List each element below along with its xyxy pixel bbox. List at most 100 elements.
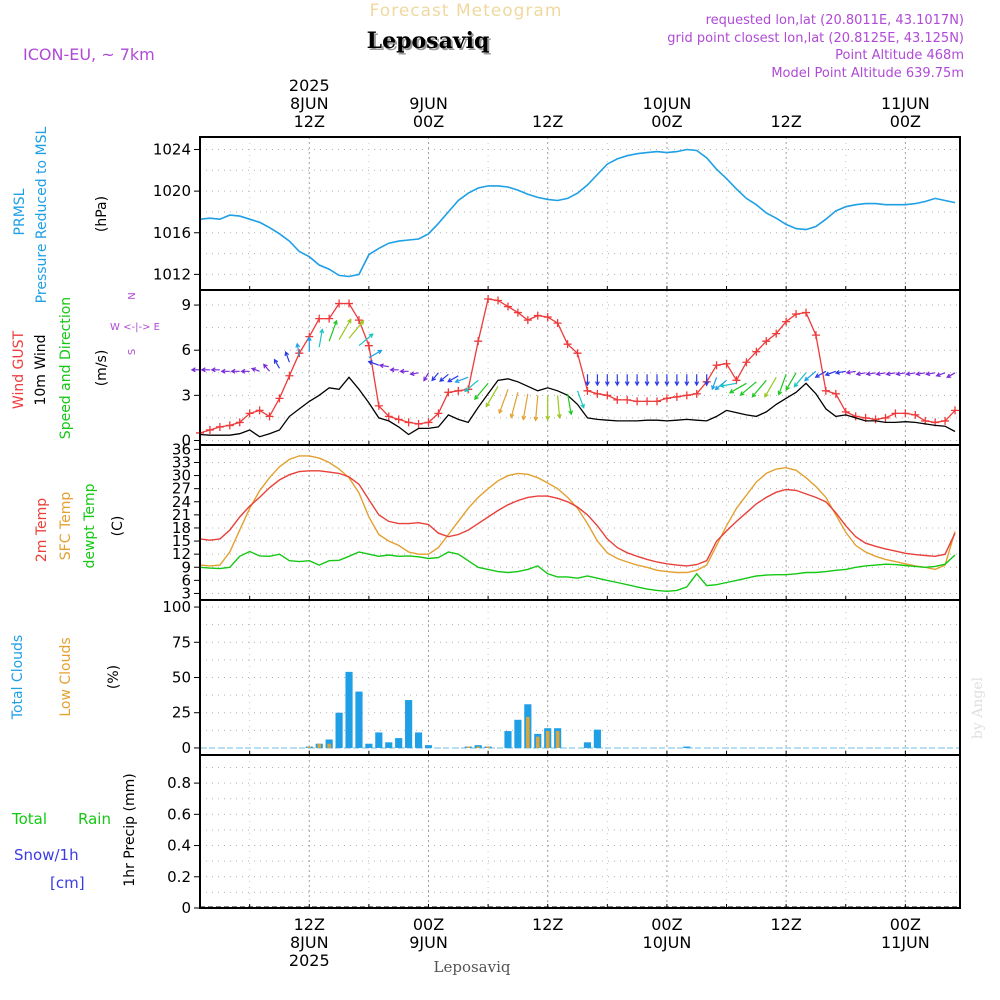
y-tick-label: 30 bbox=[172, 467, 191, 485]
y-tick-label: 1020 bbox=[153, 182, 191, 200]
compass-n: N bbox=[127, 292, 138, 299]
point-altitude: Point Altitude 468m bbox=[835, 48, 964, 63]
gust-marker bbox=[454, 386, 463, 395]
total-cloud-bar bbox=[375, 732, 383, 748]
gust-marker bbox=[424, 418, 433, 427]
gust-marker bbox=[871, 415, 880, 424]
wind-direction-arrow bbox=[946, 372, 956, 378]
total-cloud-bar bbox=[424, 745, 433, 748]
wind-direction-arrow bbox=[447, 375, 459, 383]
compass-s: S bbox=[127, 349, 138, 355]
wind-direction-arrow bbox=[284, 350, 290, 363]
y-tick-label: 3 bbox=[181, 584, 191, 602]
gust-marker bbox=[265, 412, 274, 421]
label-rain: Rain bbox=[78, 810, 111, 828]
y-tick-label: 9 bbox=[181, 558, 191, 576]
gust-marker bbox=[205, 425, 214, 434]
time-label-top: 9JUN bbox=[409, 94, 448, 113]
time-label-top: 10JUN bbox=[643, 94, 692, 113]
gust-marker bbox=[255, 406, 264, 415]
total-cloud-bar bbox=[583, 742, 592, 748]
low-cloud-bar bbox=[545, 731, 550, 748]
wind-direction-arrow bbox=[711, 377, 718, 391]
wind-direction-arrow bbox=[190, 367, 200, 373]
panel-frame bbox=[199, 136, 961, 291]
gust-marker bbox=[414, 419, 423, 428]
wind-direction-arrow bbox=[220, 368, 230, 374]
wind-direction-arrow bbox=[498, 389, 509, 415]
y-tick-label: 33 bbox=[172, 453, 191, 471]
gust-marker bbox=[404, 418, 413, 427]
gust-marker bbox=[245, 409, 254, 418]
wind-direction-arrow bbox=[348, 319, 365, 339]
gust-marker bbox=[911, 410, 920, 419]
wind-direction-arrow bbox=[200, 367, 210, 373]
time-label-top: 12Z bbox=[294, 112, 325, 131]
wind-direction-arrow bbox=[358, 333, 374, 347]
label-pressure-msl: Pressure Reduced to MSL bbox=[34, 126, 50, 303]
gust-marker bbox=[444, 388, 453, 397]
wind-direction-arrow bbox=[368, 349, 383, 359]
wind-direction-arrow bbox=[509, 392, 519, 419]
wind-direction-arrow bbox=[674, 374, 680, 387]
time-label-bottom: 00Z bbox=[413, 915, 444, 934]
y-tick-label: 1012 bbox=[153, 265, 191, 283]
label-percent: (%) bbox=[106, 665, 122, 689]
gust-marker bbox=[722, 359, 731, 368]
gust-marker bbox=[354, 316, 363, 325]
wind-direction-arrow bbox=[367, 360, 380, 366]
wind-direction-arrow bbox=[694, 374, 700, 387]
wind-direction-arrow bbox=[714, 379, 727, 391]
panel-frame bbox=[199, 754, 961, 909]
wind-direction-arrow bbox=[704, 374, 710, 387]
label-total: Total bbox=[11, 810, 47, 828]
gust-marker bbox=[881, 413, 890, 422]
chart-kind-title: Forecast Meteogram bbox=[370, 1, 563, 21]
y-tick-label: 6 bbox=[181, 341, 191, 359]
wind-direction-arrow bbox=[439, 373, 449, 383]
low-cloud-bar bbox=[327, 743, 331, 748]
low-cloud-bar bbox=[466, 746, 471, 748]
gust-marker bbox=[652, 397, 661, 406]
gust-marker bbox=[613, 395, 622, 404]
wind-direction-arrow bbox=[594, 374, 600, 387]
temp-2m-line bbox=[199, 470, 956, 567]
requested-coords: requested lon,lat (20.8011E, 43.1017N) bbox=[706, 13, 964, 28]
y-tick-label: 0.6 bbox=[167, 805, 191, 823]
wind-direction-arrow bbox=[263, 363, 270, 372]
wind-direction-arrow bbox=[764, 377, 777, 398]
y-tick-label: 9 bbox=[181, 296, 191, 314]
wind-speed-line bbox=[199, 376, 956, 438]
total-cloud-bar bbox=[414, 732, 423, 748]
gust-marker bbox=[821, 386, 830, 395]
panel-frame bbox=[199, 289, 961, 446]
wind-direction-arrow bbox=[338, 318, 352, 340]
wind-direction-arrow bbox=[824, 370, 837, 377]
y-tick-label: 0 bbox=[181, 739, 191, 757]
wind-direction-arrow bbox=[885, 371, 896, 377]
pressure-line bbox=[199, 148, 956, 278]
wind-direction-arrow bbox=[273, 358, 281, 369]
wind-direction-arrow bbox=[905, 371, 916, 377]
gust-marker bbox=[345, 299, 354, 308]
gust-marker bbox=[215, 422, 224, 431]
temp-sfc-line bbox=[199, 455, 956, 574]
low-cloud-bar bbox=[317, 743, 322, 748]
gust-marker bbox=[802, 308, 811, 317]
time-label-bottom: 8JUN bbox=[290, 933, 329, 952]
y-tick-label: 50 bbox=[172, 669, 191, 687]
location-title-shadow: Leposaviq bbox=[369, 30, 492, 56]
wind-direction-arrow bbox=[739, 381, 757, 396]
grid-point-coords: grid point closest lon,lat (20.8125E, 43… bbox=[667, 31, 964, 46]
wind-direction-arrow bbox=[803, 370, 817, 382]
y-tick-label: 25 bbox=[172, 704, 191, 722]
wind-direction-arrow bbox=[614, 374, 620, 387]
gust-marker bbox=[543, 313, 552, 322]
time-label-bottom: 10JUN bbox=[643, 933, 692, 952]
time-label-top: 12Z bbox=[532, 112, 563, 131]
total-cloud-bar bbox=[335, 712, 343, 748]
label-prmsl: PRMSL bbox=[12, 188, 28, 235]
gust-marker bbox=[633, 397, 642, 406]
wind-direction-arrow bbox=[584, 374, 590, 387]
wind-direction-arrow bbox=[576, 390, 585, 409]
